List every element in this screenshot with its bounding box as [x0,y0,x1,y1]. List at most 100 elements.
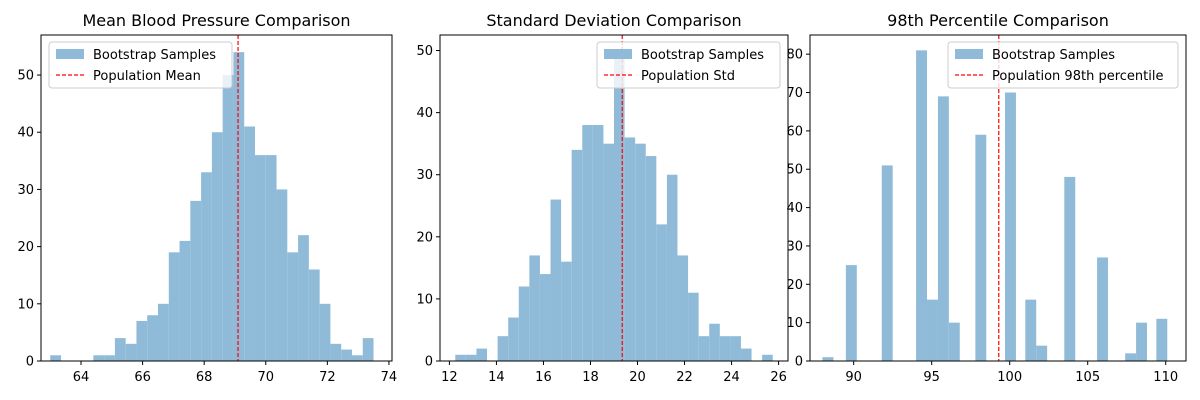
histogram-bar [1125,353,1137,361]
histogram-bar [550,199,562,361]
histogram-bar [937,96,949,361]
legend-label: Bootstrap Samples [641,48,764,63]
histogram-bar [276,189,288,361]
histogram-bar [730,336,741,361]
legend: Bootstrap Samples Population Mean [48,41,233,89]
x-tick-label: 26 [770,370,787,385]
y-tick-label: 0 [795,355,803,370]
x-tick-label: 70 [257,370,274,385]
histogram-bar [603,143,614,361]
x-tick-label: 14 [488,370,505,385]
histogram-bar [518,286,530,361]
y-tick-label: 20 [416,230,433,245]
chart-title: Mean Blood Pressure Comparison [82,11,350,30]
x-tick-label: 18 [582,370,599,385]
histogram-bar [147,315,158,361]
histogram-bar [455,354,466,361]
histogram-bar [1097,257,1108,361]
legend-box [596,41,781,89]
x-tick-label: 12 [441,370,458,385]
histogram-bar [136,320,148,361]
histogram-bar [50,355,62,361]
legend-box [947,41,1179,89]
histogram-bar [476,348,488,361]
legend-box [48,41,233,89]
legend: Bootstrap Samples Population 98th percent… [947,41,1179,89]
y-tick-label: 30 [416,168,433,183]
histogram-bar [719,336,731,361]
legend-patch [604,49,632,59]
histogram-bar [688,292,699,361]
chart-panel-2: 12 14 16 18 20 22 24 26 0 10 20 30 40 50 Standard Devi… [416,11,789,385]
legend-label: Population 98th percentile [992,69,1163,84]
histogram-bar [709,323,720,361]
histogram-bar [319,303,331,361]
histogram-bar [881,165,893,361]
histogram-bar [822,357,834,361]
histogram-bar [244,126,255,361]
histogram-bar [1036,345,1048,361]
histogram-bar [308,269,320,361]
x-tick-label: 24 [723,370,740,385]
chart-title: Standard Deviation Comparison [486,11,741,30]
histogram-bar [624,137,636,361]
histogram-bar [211,132,223,361]
chart-panel-3: 90 95 100 105 110 0 10 20 30 40 50 60 70 80 98th Perce… [786,11,1187,385]
y-tick-label: 70 [786,86,803,101]
histogram-bar [677,255,689,361]
histogram-bar [341,349,352,361]
histogram-bar [561,261,572,361]
histogram-bar [1136,322,1147,361]
histogram-bar [465,354,477,361]
histogram-bar [614,50,625,362]
y-tick-label: 40 [786,201,803,216]
chart-title: 98th Percentile Comparison [887,11,1109,30]
histogram-bar [740,348,752,361]
y-tick-label: 50 [416,44,433,59]
x-tick-label: 72 [319,370,336,385]
histogram-bar [362,338,374,361]
histogram-bar [927,299,938,361]
histogram-bar [582,125,593,362]
histogram-bar [762,354,773,361]
legend-label: Bootstrap Samples [992,48,1115,63]
histogram-bar [222,75,234,361]
histogram-bar [351,355,363,361]
x-tick-label: 110 [1153,370,1178,385]
y-tick-label: 0 [26,355,34,370]
histogram-bar [1005,92,1016,361]
y-tick-label: 40 [416,106,433,121]
histogram-bar [635,143,646,361]
histogram-bar [916,50,928,361]
y-tick-label: 80 [786,48,803,63]
histogram-bar [1064,176,1076,361]
histogram-bar [656,224,667,361]
y-tick-label: 50 [786,163,803,178]
x-tick-label: 95 [923,370,940,385]
histogram-bar [497,336,509,361]
x-tick-label: 20 [629,370,646,385]
y-tick-label: 30 [786,239,803,254]
histogram-bar [571,149,583,361]
histogram-bar [508,317,519,361]
histogram-bar [1025,299,1037,361]
y-tick-label: 10 [786,316,803,331]
histogram-bar [539,274,551,361]
x-tick-label: 66 [134,370,151,385]
histogram-bar [233,52,245,361]
axes-frame [40,34,393,362]
legend-patch [56,49,84,59]
y-tick-label: 10 [416,292,433,307]
histogram-bar [666,174,678,361]
histogram-bar [948,322,960,361]
axes-frame [809,34,1187,362]
histogram-bar [698,336,710,361]
histogram-bar [104,355,115,361]
histogram-bar [265,155,277,361]
legend-label: Population Mean [93,69,201,84]
x-tick-label: 100 [997,370,1022,385]
histogram-bar [529,255,540,361]
x-tick-label: 68 [196,370,213,385]
axes-frame [439,34,789,362]
